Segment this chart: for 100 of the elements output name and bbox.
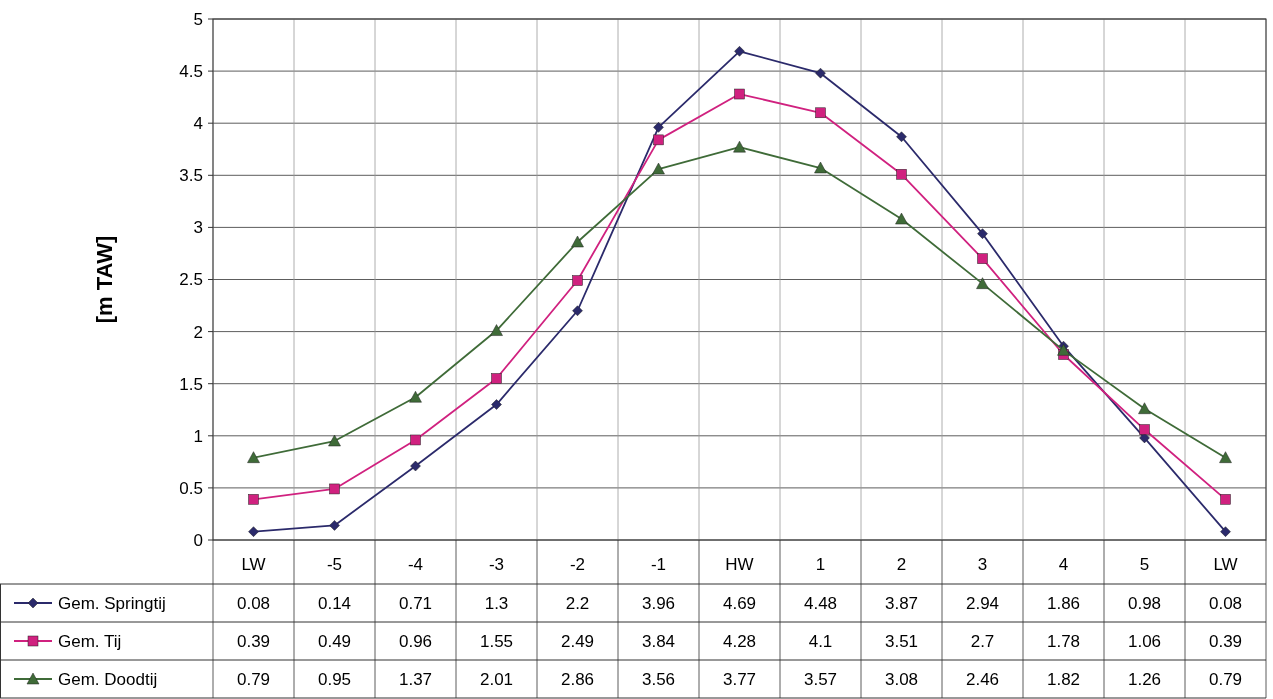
x-tick-label: 2 bbox=[896, 554, 907, 574]
data-label: 0.98 bbox=[1127, 593, 1162, 613]
point bbox=[976, 277, 989, 289]
data-label: 0.39 bbox=[236, 631, 271, 651]
x-tick-label: -2 bbox=[569, 554, 586, 574]
point bbox=[248, 494, 259, 505]
point bbox=[734, 46, 745, 57]
data-label: 1.06 bbox=[1127, 631, 1162, 651]
legend-label: Gem. Doodtij bbox=[58, 669, 158, 689]
data-label: 3.77 bbox=[722, 669, 757, 689]
x-tick-label: -5 bbox=[326, 554, 343, 574]
data-label: 2.49 bbox=[560, 631, 595, 651]
point bbox=[734, 88, 745, 100]
data-label: 2.2 bbox=[565, 593, 590, 613]
y-tick-label: 4.5 bbox=[179, 62, 203, 82]
data-label: 0.79 bbox=[236, 669, 271, 689]
data-label: 1.37 bbox=[398, 669, 433, 689]
data-label: 1.78 bbox=[1046, 631, 1081, 651]
data-label: 4.28 bbox=[722, 631, 757, 651]
data-label: 0.96 bbox=[398, 631, 433, 651]
point bbox=[248, 526, 259, 537]
data-label: 4.1 bbox=[808, 631, 833, 651]
point bbox=[895, 212, 908, 225]
point bbox=[896, 131, 907, 142]
point bbox=[1220, 526, 1231, 537]
y-tick-label: 4 bbox=[193, 114, 203, 134]
point bbox=[653, 122, 664, 133]
point bbox=[409, 391, 422, 403]
y-tick-label: 0 bbox=[193, 530, 203, 550]
data-label: 2.86 bbox=[560, 669, 595, 689]
point bbox=[733, 140, 746, 153]
y-tick-label: 3.5 bbox=[179, 166, 203, 186]
point bbox=[977, 253, 988, 264]
y-tick-label: 2 bbox=[193, 322, 203, 342]
data-label: 3.56 bbox=[641, 669, 676, 689]
data-label: 2.01 bbox=[479, 669, 514, 689]
data-label: 0.79 bbox=[1208, 669, 1243, 689]
point bbox=[491, 373, 502, 384]
x-tick-label: 1 bbox=[815, 554, 826, 574]
point bbox=[329, 520, 340, 531]
point bbox=[1138, 402, 1151, 414]
data-label: 1.26 bbox=[1127, 669, 1162, 689]
point bbox=[1220, 494, 1231, 505]
point bbox=[410, 460, 421, 472]
data-label: 3.57 bbox=[803, 669, 838, 689]
point bbox=[1219, 451, 1232, 463]
data-label: 0.49 bbox=[317, 631, 352, 651]
point bbox=[896, 169, 907, 180]
y-tick-label: 1 bbox=[193, 426, 203, 446]
point bbox=[328, 434, 341, 447]
data-label: 1.86 bbox=[1046, 593, 1081, 613]
x-tick-label: 4 bbox=[1058, 554, 1069, 574]
y-tick-label: 5 bbox=[193, 9, 203, 29]
data-label: 0.71 bbox=[398, 593, 433, 613]
data-label: 0.14 bbox=[317, 593, 352, 613]
data-label: 0.39 bbox=[1208, 631, 1243, 651]
data-label: 2.46 bbox=[965, 669, 1000, 689]
point bbox=[410, 434, 421, 446]
y-tick-label: 1.5 bbox=[179, 374, 203, 394]
point bbox=[1139, 424, 1150, 435]
data-label: 0.08 bbox=[1208, 593, 1243, 613]
data-label: 3.84 bbox=[641, 631, 676, 651]
x-tick-label: -4 bbox=[407, 554, 424, 574]
x-tick-label: HW bbox=[725, 554, 754, 574]
point bbox=[652, 162, 665, 175]
data-label: 1.55 bbox=[479, 631, 514, 651]
x-tick-label: LW bbox=[1213, 554, 1238, 574]
point bbox=[572, 305, 583, 317]
legend-label: Gem. Tij bbox=[58, 631, 122, 651]
y-tick-label: 2.5 bbox=[179, 270, 203, 290]
data-label: 2.94 bbox=[965, 593, 1000, 613]
point bbox=[571, 235, 584, 248]
x-tick-label: -3 bbox=[488, 554, 505, 574]
point bbox=[247, 451, 260, 463]
legend-label: Gem. Springtij bbox=[58, 593, 166, 613]
point bbox=[491, 399, 502, 410]
x-tick-label: LW bbox=[241, 554, 266, 574]
data-label: 3.96 bbox=[641, 593, 676, 613]
y-tick-label: 3 bbox=[193, 218, 203, 238]
point bbox=[814, 161, 827, 174]
data-label: 0.08 bbox=[236, 593, 271, 613]
x-tick-label: 3 bbox=[977, 554, 988, 574]
data-label: 0.95 bbox=[317, 669, 352, 689]
data-label: 1.82 bbox=[1046, 669, 1081, 689]
x-tick-label: 5 bbox=[1139, 554, 1150, 574]
point bbox=[815, 67, 826, 79]
x-tick-label: -1 bbox=[650, 554, 667, 574]
point bbox=[572, 275, 583, 286]
point bbox=[1057, 344, 1070, 356]
data-label: 3.87 bbox=[884, 593, 919, 613]
data-label: 4.69 bbox=[722, 593, 757, 613]
data-label: 1.3 bbox=[484, 593, 509, 613]
point bbox=[329, 483, 340, 495]
point bbox=[815, 107, 826, 119]
data-label: 3.08 bbox=[884, 669, 919, 689]
y-axis-title: [m TAW] bbox=[92, 235, 117, 324]
data-label: 3.51 bbox=[884, 631, 919, 651]
point bbox=[653, 134, 664, 146]
point bbox=[490, 324, 503, 336]
data-label: 4.48 bbox=[803, 593, 838, 613]
